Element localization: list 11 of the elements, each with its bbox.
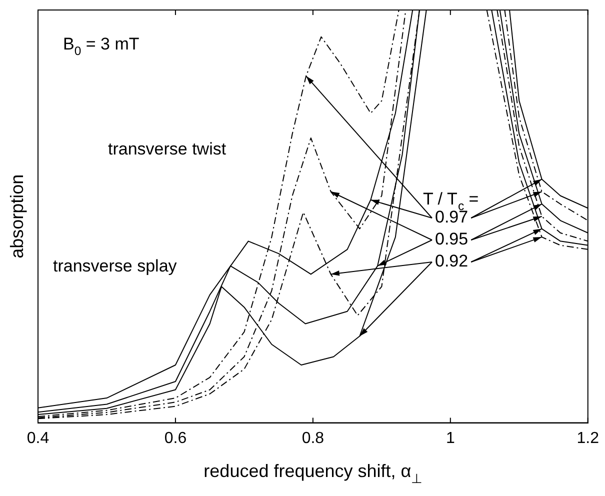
x-tick-label: 0.6	[164, 430, 187, 447]
annotation: transverse twist	[108, 140, 226, 159]
x-tick-label: 1.2	[576, 430, 600, 447]
annotation: transverse splay	[53, 256, 178, 276]
x-axis-title: reduced frequency shift, α⊥	[204, 460, 422, 486]
x-tick-label: 1	[446, 430, 455, 447]
annotation: 0.92	[435, 252, 468, 271]
x-tick-label: 0.8	[302, 430, 324, 447]
annotation: 0.95	[435, 230, 468, 249]
y-axis-title: absorption	[6, 174, 27, 258]
x-tick-label: 0.4	[26, 430, 50, 447]
